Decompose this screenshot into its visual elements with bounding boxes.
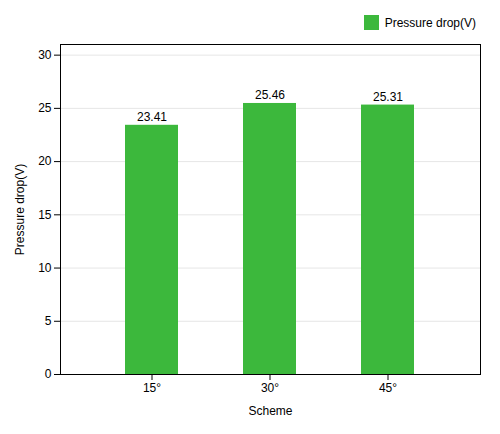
html-text:Pressure drop(V): Pressure drop(V) bbox=[384, 15, 476, 30]
svg-text:25.31: 25.31 bbox=[373, 90, 403, 104]
svg-text:0: 0 bbox=[45, 367, 52, 381]
svg-text:15: 15 bbox=[38, 208, 52, 222]
svg-text:15°: 15° bbox=[143, 381, 161, 395]
svg-text:20: 20 bbox=[38, 154, 52, 168]
svg-text:10: 10 bbox=[38, 261, 52, 275]
svg-text:Scheme: Scheme bbox=[248, 404, 292, 418]
svg-text:5: 5 bbox=[45, 314, 52, 328]
svg-text:23.41: 23.41 bbox=[137, 110, 167, 124]
svg-text:25: 25 bbox=[38, 101, 52, 115]
svg-text:25.46: 25.46 bbox=[255, 88, 285, 102]
svg-text:Pressure drop(V): Pressure drop(V) bbox=[13, 164, 27, 255]
svg-text:30: 30 bbox=[38, 48, 52, 62]
svg-text:30°: 30° bbox=[261, 381, 279, 395]
svg-text:45°: 45° bbox=[379, 381, 397, 395]
